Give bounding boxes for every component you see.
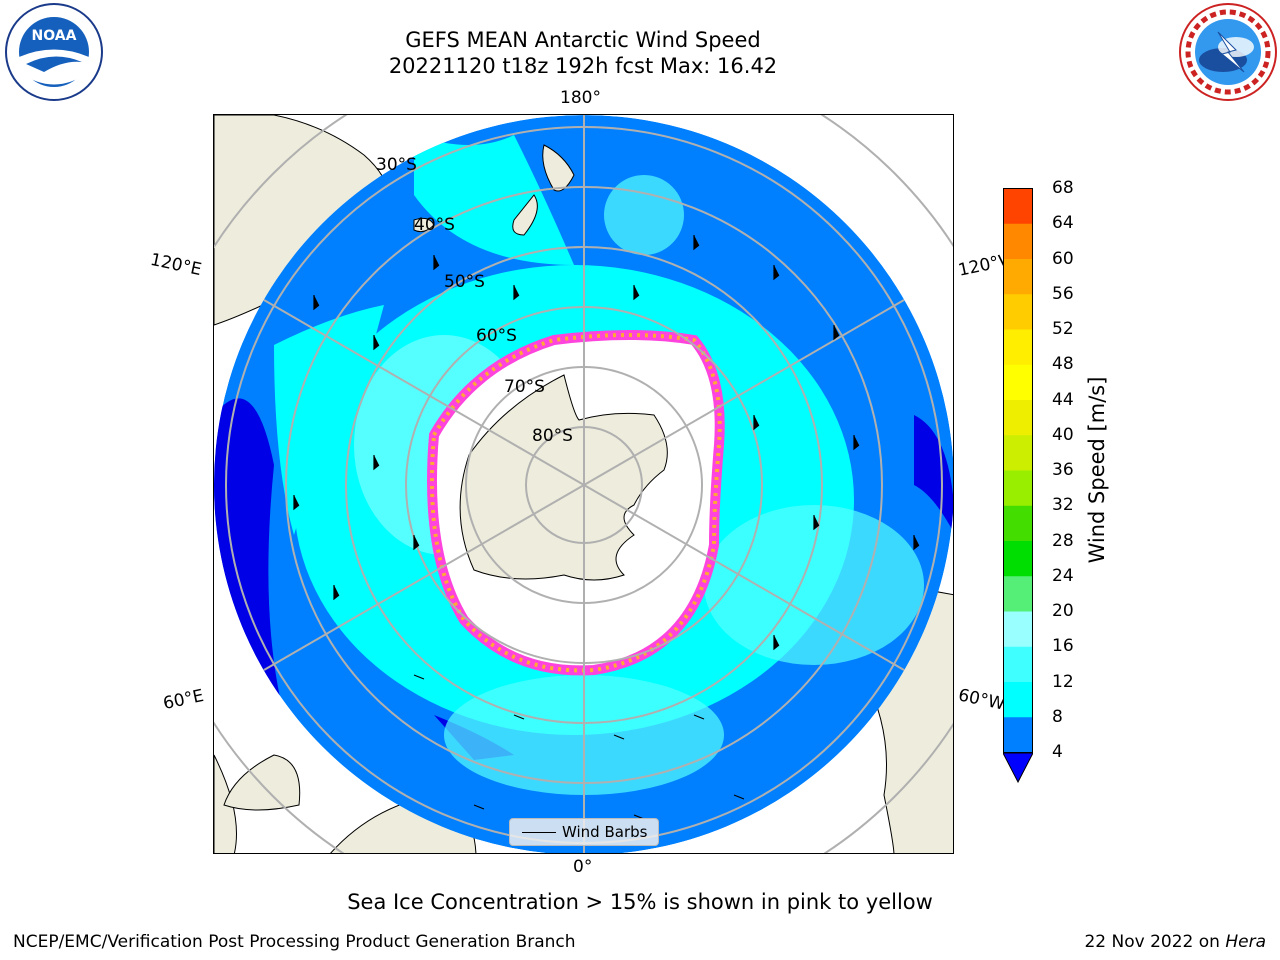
lon-label-60w: 60°W (956, 685, 1007, 715)
colorbar-segment (1003, 434, 1033, 471)
lon-label-0: 0° (573, 857, 593, 877)
colorbar-tick-label: 40 (1052, 424, 1074, 445)
lon-label-60e: 60°E (161, 685, 206, 715)
colorbar-segment (1003, 681, 1033, 718)
colorbar-tick-label: 44 (1052, 389, 1074, 410)
colorbar-segment (1003, 364, 1033, 400)
lat-label-80s: 80°S (532, 426, 573, 446)
nws-logo (1179, 3, 1277, 101)
lon-label-120e: 120°E (148, 249, 204, 281)
colorbar-tick-label: 32 (1052, 495, 1074, 516)
colorbar-tick-label: 24 (1052, 565, 1074, 586)
legend-line-icon (522, 832, 556, 833)
colorbar-segment (1003, 399, 1033, 436)
lat-label-70s: 70°S (504, 377, 545, 397)
sea-ice-note: Sea Ice Concentration > 15% is shown in … (347, 890, 933, 914)
colorbar-tick-label: 36 (1052, 460, 1074, 480)
colorbar-tick-label: 8 (1052, 706, 1063, 727)
colorbar (1003, 188, 1033, 784)
colorbar-tick-label: 16 (1052, 636, 1074, 657)
colorbar-tick-label: 52 (1052, 319, 1074, 339)
colorbar-segment (1003, 611, 1033, 647)
colorbar-tick-label: 4 (1052, 742, 1063, 762)
colorbar-segment (1003, 540, 1033, 577)
colorbar-tick-label: 60 (1052, 248, 1074, 269)
colorbar-segment (1003, 505, 1033, 541)
latitude-labels: 30°S 40°S 50°S 60°S 70°S 80°S (376, 155, 573, 446)
lat-label-40s: 40°S (414, 215, 455, 235)
lat-label-60s: 60°S (476, 326, 517, 346)
footer-machine: Hera (1225, 932, 1266, 952)
noaa-logo: NOAA (5, 3, 103, 101)
colorbar-segment (1003, 188, 1033, 224)
colorbar-segment (1003, 258, 1033, 295)
colorbar-segment (1003, 716, 1033, 753)
chart-title: GEFS MEAN Antarctic Wind Speed (405, 28, 761, 52)
colorbar-segment (1003, 470, 1033, 506)
lat-label-50s: 50°S (444, 272, 485, 292)
colorbar-tick-label: 48 (1052, 354, 1074, 375)
colorbar-extend-arrow (1003, 752, 1033, 784)
colorbar-label: Wind Speed [m/s] (1085, 376, 1109, 564)
lat-label-30s: 30°S (376, 155, 417, 175)
wind-barbs (293, 235, 920, 820)
colorbar-segment (1003, 223, 1033, 259)
colorbar-tick-label: 12 (1052, 671, 1074, 692)
footer-date: 22 Nov 2022 on Hera (1084, 932, 1266, 952)
colorbar-segment (1003, 575, 1033, 612)
new-zealand (512, 144, 575, 236)
footer-date-text: 22 Nov 2022 on (1084, 932, 1226, 952)
graticule (214, 115, 953, 853)
legend-label: Wind Barbs (562, 823, 648, 841)
wind-barbs-legend: Wind Barbs (509, 818, 659, 846)
chart-subtitle: 20221120 t18z 192h fcst Max: 16.42 (388, 54, 778, 78)
noaa-logo-text: NOAA (32, 28, 77, 44)
antarctic-map: 30°S 40°S 50°S 60°S 70°S 80°S (213, 114, 954, 854)
colorbar-segment (1003, 646, 1033, 682)
lon-label-180: 180° (560, 88, 601, 108)
footer-credit: NCEP/EMC/Verification Post Processing Pr… (13, 932, 576, 952)
colorbar-tick-label: 28 (1052, 530, 1074, 551)
colorbar-tick-label: 68 (1052, 178, 1074, 198)
colorbar-segment (1003, 329, 1033, 365)
map-canvas: 30°S 40°S 50°S 60°S 70°S 80°S (214, 115, 953, 853)
colorbar-segment (1003, 293, 1033, 330)
colorbar-tick-label: 64 (1052, 213, 1074, 234)
colorbar-tick-label: 20 (1052, 601, 1074, 621)
colorbar-tick-label: 56 (1052, 283, 1074, 304)
